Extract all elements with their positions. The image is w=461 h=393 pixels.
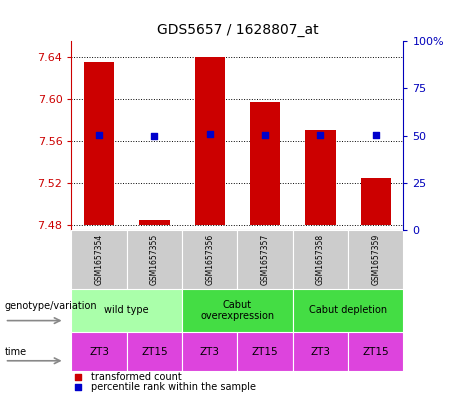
Text: wild type: wild type <box>105 305 149 316</box>
Text: time: time <box>5 347 27 357</box>
Bar <box>71 332 127 371</box>
Text: ZT15: ZT15 <box>252 347 278 357</box>
Point <box>74 374 82 380</box>
Text: GSM1657357: GSM1657357 <box>260 234 270 285</box>
Text: ZT3: ZT3 <box>89 347 109 357</box>
Bar <box>127 332 182 371</box>
Bar <box>71 230 127 289</box>
Text: genotype/variation: genotype/variation <box>5 301 97 310</box>
Bar <box>293 289 403 332</box>
Text: ZT3: ZT3 <box>310 347 331 357</box>
Text: ZT15: ZT15 <box>362 347 389 357</box>
Title: GDS5657 / 1628807_at: GDS5657 / 1628807_at <box>157 24 318 37</box>
Text: ZT15: ZT15 <box>141 347 168 357</box>
Bar <box>182 230 237 289</box>
Bar <box>237 332 293 371</box>
Point <box>95 132 103 138</box>
Bar <box>71 289 182 332</box>
Point <box>206 131 213 137</box>
Point <box>74 384 82 390</box>
Bar <box>293 230 348 289</box>
Bar <box>237 230 293 289</box>
Text: ZT3: ZT3 <box>200 347 220 357</box>
Bar <box>84 62 114 225</box>
Bar <box>348 332 403 371</box>
Text: transformed count: transformed count <box>91 372 182 382</box>
Bar <box>305 130 336 225</box>
Bar <box>127 230 182 289</box>
Bar <box>293 332 348 371</box>
Bar <box>182 289 293 332</box>
Text: Cabut
overexpression: Cabut overexpression <box>201 300 274 321</box>
Bar <box>182 332 237 371</box>
Point <box>151 133 158 139</box>
Point <box>261 132 269 138</box>
Bar <box>195 57 225 225</box>
Text: GSM1657358: GSM1657358 <box>316 234 325 285</box>
Point <box>372 132 379 138</box>
Text: GSM1657354: GSM1657354 <box>95 234 104 285</box>
Bar <box>139 220 170 225</box>
Text: GSM1657356: GSM1657356 <box>205 234 214 285</box>
Text: GSM1657359: GSM1657359 <box>371 234 380 285</box>
Text: percentile rank within the sample: percentile rank within the sample <box>91 382 256 392</box>
Text: GSM1657355: GSM1657355 <box>150 234 159 285</box>
Bar <box>361 178 391 225</box>
Point <box>317 132 324 138</box>
Bar <box>250 102 280 225</box>
Text: Cabut depletion: Cabut depletion <box>309 305 387 316</box>
Bar <box>348 230 403 289</box>
